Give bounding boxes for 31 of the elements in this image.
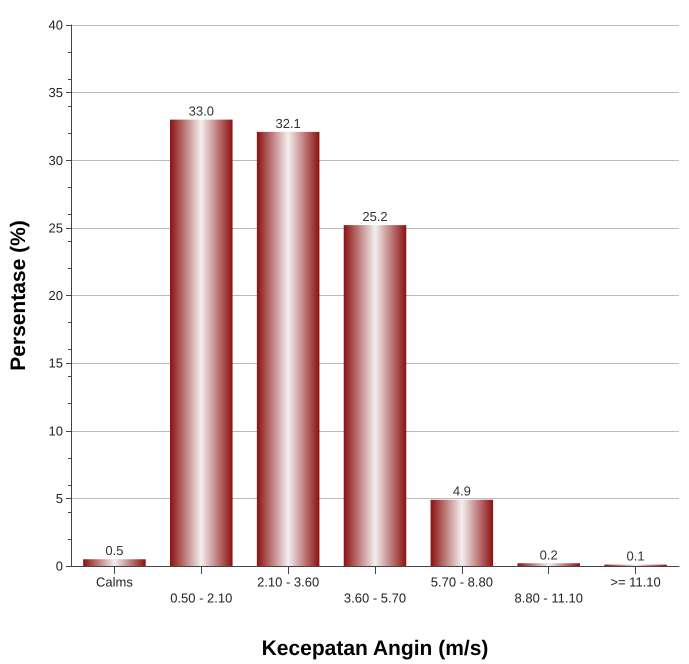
y-tick-label: 35 [48, 85, 63, 100]
x-tick-label: 3.60 - 5.70 [344, 590, 406, 606]
bar [344, 225, 406, 566]
x-tick-label: 5.70 - 8.80 [430, 574, 493, 590]
y-axis-title: Persentase (%) [7, 220, 30, 371]
x-axis-title: Kecepatan Angin (m/s) [262, 637, 488, 660]
bar [170, 120, 233, 566]
x-tick-label: >= 11.10 [610, 574, 661, 590]
data-label: 32.1 [275, 116, 301, 131]
y-tick-label: 10 [48, 423, 63, 438]
x-tick-label: 8.80 - 11.10 [514, 590, 583, 606]
y-tick-label: 20 [48, 288, 63, 303]
y-tick-label: 25 [48, 220, 63, 236]
x-tick-label: 0.50 - 2.10 [170, 590, 232, 606]
x-tick-label: Calms [96, 574, 134, 590]
bar [83, 559, 146, 566]
bar [430, 500, 494, 566]
y-tick-label: 40 [48, 18, 63, 32]
data-label: 0.2 [540, 547, 558, 562]
data-label: 0.5 [105, 543, 124, 558]
x-tick-label: 2.10 - 3.60 [257, 574, 320, 590]
data-label: 0.1 [626, 548, 645, 564]
y-tick-label: 15 [48, 356, 63, 371]
bar [517, 563, 580, 566]
y-tick-label: 0 [56, 558, 63, 574]
bar [256, 132, 320, 566]
y-tick-label: 30 [48, 152, 63, 168]
data-label: 25.2 [362, 209, 388, 224]
y-tick-label: 5 [56, 490, 63, 506]
data-label: 4.9 [452, 484, 471, 499]
data-label: 33.0 [188, 104, 214, 119]
